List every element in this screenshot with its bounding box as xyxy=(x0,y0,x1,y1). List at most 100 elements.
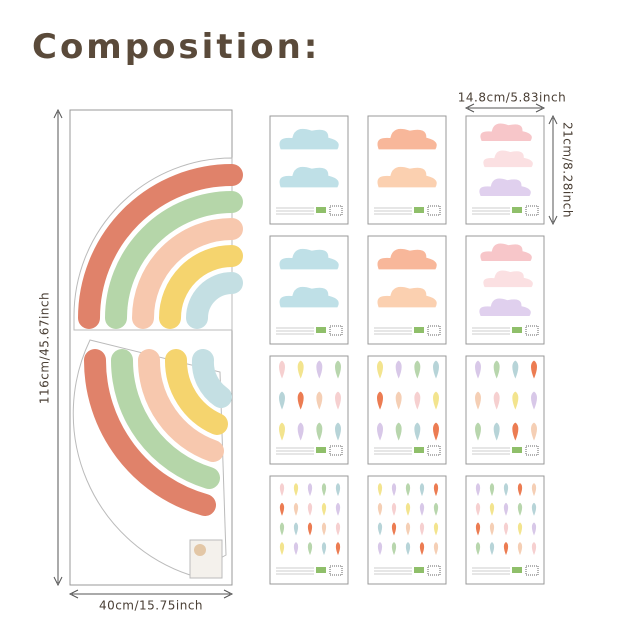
brand-logo xyxy=(316,207,326,213)
cloud xyxy=(277,126,341,152)
droplet xyxy=(296,390,305,413)
droplet xyxy=(488,540,496,558)
barcode xyxy=(525,205,539,216)
droplet xyxy=(376,540,384,558)
droplet xyxy=(306,481,314,499)
droplet xyxy=(530,421,538,444)
droplet xyxy=(394,390,403,413)
droplet xyxy=(432,521,440,539)
droplet xyxy=(432,540,440,558)
droplet xyxy=(516,481,524,499)
cloud xyxy=(481,148,535,170)
droplet xyxy=(278,481,286,499)
droplet xyxy=(334,390,342,413)
brand-logo xyxy=(414,327,424,333)
barcode xyxy=(427,205,441,216)
droplet xyxy=(492,390,501,413)
arrow-heads xyxy=(548,114,558,226)
cloud xyxy=(375,164,439,190)
droplet xyxy=(418,521,426,539)
title: Composition: xyxy=(32,27,320,67)
cloud xyxy=(477,176,533,198)
brand-logo xyxy=(512,327,522,333)
rainbow-band xyxy=(105,191,243,329)
sheet-width-label: 14.8cm/5.83inch xyxy=(458,91,566,105)
rainbow-sheet xyxy=(69,109,243,586)
droplet xyxy=(334,359,342,382)
droplet xyxy=(278,501,286,519)
droplet xyxy=(404,501,412,519)
droplet xyxy=(394,421,403,444)
droplet xyxy=(334,481,342,499)
sticker-sheet xyxy=(465,235,545,345)
barcode xyxy=(329,325,343,336)
rainbow-band xyxy=(159,245,243,329)
droplet xyxy=(530,359,538,382)
droplet xyxy=(315,390,324,413)
sheet-height-label: 21cm/8.28inch xyxy=(561,122,575,218)
sticker-label xyxy=(189,539,223,579)
droplet xyxy=(516,540,524,558)
droplet xyxy=(418,481,426,499)
cloud xyxy=(277,164,341,190)
droplet xyxy=(432,501,440,519)
droplet xyxy=(530,390,538,413)
droplet xyxy=(413,359,422,382)
rainbow-band xyxy=(164,349,228,435)
droplet xyxy=(432,390,440,413)
droplet xyxy=(432,421,440,444)
droplet xyxy=(474,521,482,539)
sticker-sheet xyxy=(367,355,447,465)
droplet xyxy=(334,501,342,519)
sticker-sheets xyxy=(269,115,545,585)
droplet xyxy=(306,521,314,539)
sheet-height-dimension: 21cm/8.28inch xyxy=(548,114,575,226)
width-label: 40cm/15.75inch xyxy=(99,599,203,613)
droplet xyxy=(511,421,520,444)
rainbow-band xyxy=(137,349,224,462)
droplet xyxy=(502,540,510,558)
droplet xyxy=(502,521,510,539)
droplet xyxy=(278,521,286,539)
droplet xyxy=(492,421,501,444)
rainbow-band xyxy=(78,164,243,329)
brand-logo xyxy=(316,567,326,573)
cloud xyxy=(477,296,533,318)
barcode xyxy=(329,565,343,576)
droplet xyxy=(315,359,324,382)
sticker-sheet xyxy=(269,355,349,465)
height-dimension: 116cm/45.67inch xyxy=(38,108,63,587)
droplet xyxy=(376,359,384,382)
droplet xyxy=(334,540,342,558)
droplet xyxy=(530,481,538,499)
cloud xyxy=(481,268,535,290)
droplet xyxy=(376,390,384,413)
droplet xyxy=(474,390,482,413)
rainbow-band xyxy=(110,349,220,489)
droplet xyxy=(292,540,300,558)
droplet xyxy=(376,501,384,519)
sticker-sheet xyxy=(269,235,349,345)
barcode xyxy=(427,565,441,576)
droplet xyxy=(390,501,398,519)
droplet xyxy=(306,540,314,558)
arrow-heads xyxy=(53,108,63,587)
cloud xyxy=(478,121,534,143)
droplet xyxy=(296,359,305,382)
sticker-sheet xyxy=(367,235,447,345)
rainbow-band xyxy=(83,349,216,516)
droplet xyxy=(320,521,328,539)
label-photo xyxy=(194,544,206,556)
cloud xyxy=(375,246,439,272)
droplet xyxy=(413,390,422,413)
droplet xyxy=(278,359,286,382)
droplet xyxy=(488,481,496,499)
droplet xyxy=(488,521,496,539)
rainbow-band xyxy=(132,218,243,329)
droplet xyxy=(390,481,398,499)
sticker-sheet xyxy=(465,475,545,585)
droplet xyxy=(530,521,538,539)
arrow-heads xyxy=(68,589,234,599)
droplet xyxy=(292,481,300,499)
